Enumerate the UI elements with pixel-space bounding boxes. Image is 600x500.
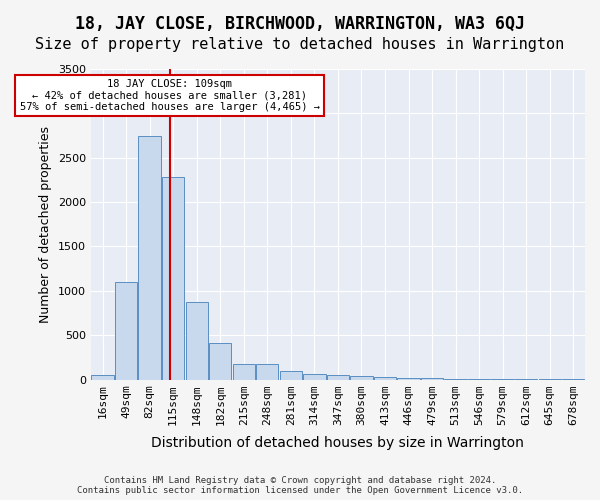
Text: Contains HM Land Registry data © Crown copyright and database right 2024.
Contai: Contains HM Land Registry data © Crown c… <box>77 476 523 495</box>
Bar <box>115 282 137 380</box>
Bar <box>397 378 419 380</box>
Bar <box>280 371 302 380</box>
Bar <box>209 342 232 380</box>
Y-axis label: Number of detached properties: Number of detached properties <box>39 126 52 323</box>
Bar <box>327 375 349 380</box>
Bar <box>185 302 208 380</box>
Bar <box>256 364 278 380</box>
Bar <box>350 376 373 380</box>
Bar <box>374 378 396 380</box>
Bar <box>91 374 114 380</box>
Bar <box>233 364 255 380</box>
Bar <box>421 378 443 380</box>
Text: 18, JAY CLOSE, BIRCHWOOD, WARRINGTON, WA3 6QJ: 18, JAY CLOSE, BIRCHWOOD, WARRINGTON, WA… <box>75 15 525 33</box>
Text: Size of property relative to detached houses in Warrington: Size of property relative to detached ho… <box>35 38 565 52</box>
Bar <box>162 177 184 380</box>
Bar <box>139 136 161 380</box>
Bar <box>303 374 326 380</box>
X-axis label: Distribution of detached houses by size in Warrington: Distribution of detached houses by size … <box>151 436 524 450</box>
Text: 18 JAY CLOSE: 109sqm
← 42% of detached houses are smaller (3,281)
57% of semi-de: 18 JAY CLOSE: 109sqm ← 42% of detached h… <box>20 79 320 112</box>
